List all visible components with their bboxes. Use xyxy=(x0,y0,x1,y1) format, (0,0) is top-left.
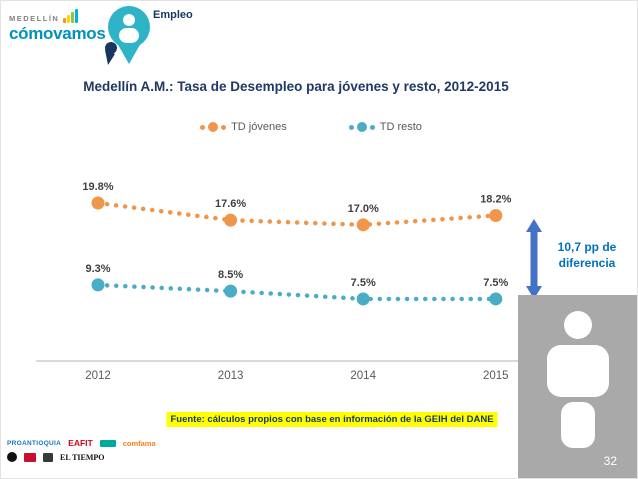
data-point xyxy=(489,292,503,306)
data-point xyxy=(489,208,503,222)
sponsor-row: EL TIEMPO xyxy=(7,452,187,462)
x-axis-labels: 2012 2013 2014 2015 xyxy=(56,370,526,386)
legend-marker-resto-icon xyxy=(348,122,375,132)
data-point xyxy=(91,278,105,292)
x-axis-label: 2013 xyxy=(217,370,244,382)
legend-item-jovenes: TD jóvenes xyxy=(200,121,287,133)
chart-legend: TD jóvenes TD resto xyxy=(1,121,621,133)
brand-name: MEDELLÍN xyxy=(9,14,60,23)
difference-arrow-icon xyxy=(522,219,546,304)
sponsor-mark-icon xyxy=(99,439,116,447)
data-label: 7.5% xyxy=(483,277,508,289)
page-number: 32 xyxy=(603,454,617,468)
sponsor-logos: PROANTIOQUIA EAFIT comfama EL TIEMPO xyxy=(7,438,187,462)
data-point xyxy=(356,218,370,232)
x-axis-label: 2015 xyxy=(483,370,509,382)
difference-annotation-line2: diferencia xyxy=(558,256,616,270)
difference-annotation: 10,7 pp de diferencia xyxy=(543,239,631,271)
legend-label: TD resto xyxy=(379,121,422,133)
data-point xyxy=(356,292,370,306)
sponsor-eltiempo: EL TIEMPO xyxy=(60,452,105,462)
brand-logo: MEDELLÍN cómovamos xyxy=(9,9,109,44)
source-note: Fuente: cálculos propios con base en inf… xyxy=(166,412,498,427)
section-label: Empleo xyxy=(153,9,193,21)
difference-annotation-line1: 10,7 pp de xyxy=(557,240,617,254)
brand-wordmark: cómovamos xyxy=(9,24,106,43)
data-point xyxy=(224,213,238,227)
sponsor-proantioquia: PROANTIOQUIA xyxy=(7,439,62,447)
x-axis-label: 2014 xyxy=(350,370,376,382)
legend-marker-jovenes-icon xyxy=(200,122,227,132)
legend-item-resto: TD resto xyxy=(348,121,422,133)
data-point xyxy=(91,196,105,210)
data-label: 17.6% xyxy=(215,198,246,210)
data-point xyxy=(224,284,238,298)
chart-title: Medellín A.M.: Tasa de Desempleo para jó… xyxy=(83,79,509,94)
sponsor-comfama: comfama xyxy=(122,438,156,448)
sponsor-eafit: EAFIT xyxy=(68,438,93,448)
corner-banner: 32 xyxy=(518,295,637,478)
data-label: 17.0% xyxy=(348,203,379,215)
employment-pin-icon xyxy=(101,4,151,66)
x-axis-line xyxy=(36,360,523,362)
line-chart: 19.8% 17.6% 17.0% 18.2% 9.3% 8.5% 7.5% 7.5% xyxy=(56,161,526,366)
data-label: 7.5% xyxy=(351,277,376,289)
data-label: 8.5% xyxy=(218,269,243,281)
data-label: 9.3% xyxy=(85,263,110,275)
sponsor-mark-icon xyxy=(24,452,36,462)
chart-plot-area: 19.8% 17.6% 17.0% 18.2% 9.3% 8.5% 7.5% 7.5% xyxy=(82,181,512,306)
data-label: 19.8% xyxy=(82,181,113,193)
sponsor-mark-icon xyxy=(43,452,53,462)
person-icon xyxy=(547,311,609,448)
brand-bars-icon xyxy=(63,9,79,23)
x-axis-label: 2012 xyxy=(85,370,111,382)
sponsor-mark-icon xyxy=(7,452,17,462)
data-label: 18.2% xyxy=(480,193,511,205)
legend-label: TD jóvenes xyxy=(231,121,287,133)
sponsor-row: PROANTIOQUIA EAFIT comfama xyxy=(7,438,187,448)
